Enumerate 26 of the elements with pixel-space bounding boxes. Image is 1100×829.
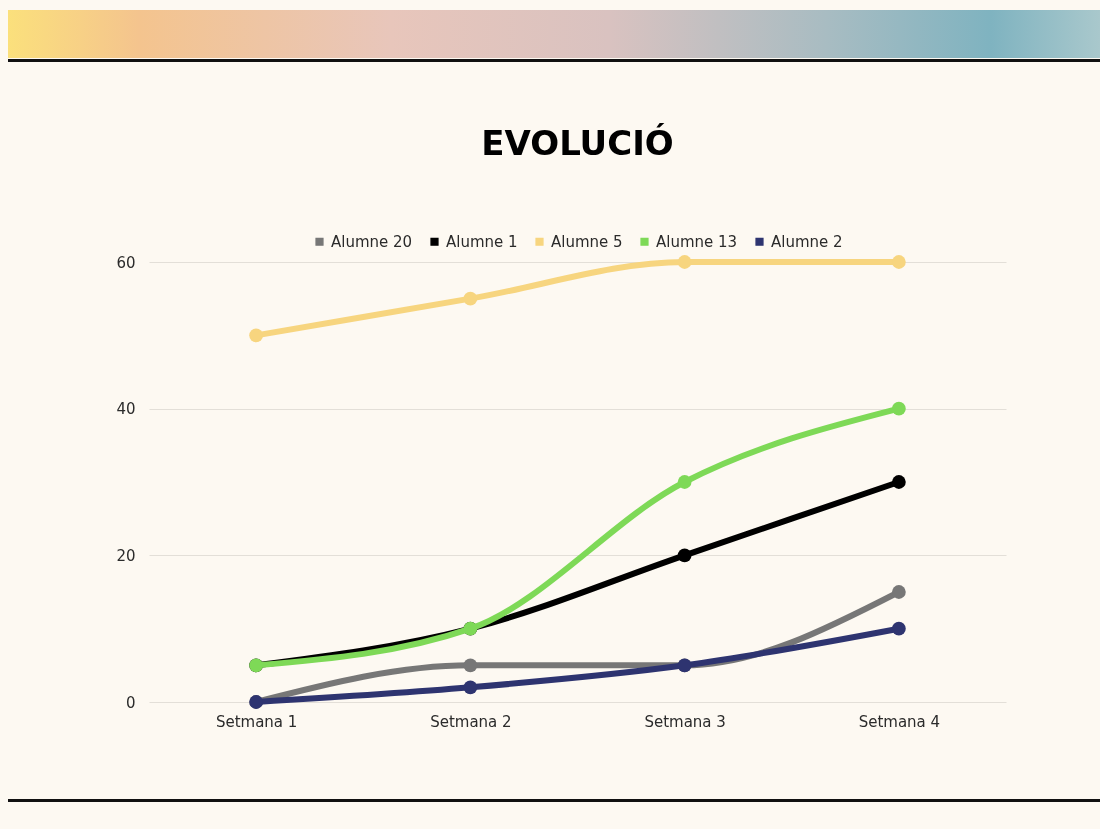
point	[891, 255, 906, 269]
point	[891, 475, 906, 489]
point	[891, 621, 906, 636]
x-tick-label: Setmana 1	[215, 712, 298, 731]
y-tick-label: 0	[125, 693, 136, 712]
x-tick-label: Setmana 3	[644, 712, 726, 731]
point	[677, 548, 692, 563]
point	[677, 255, 692, 269]
point	[249, 328, 264, 343]
y-tick-label: 60	[116, 253, 136, 272]
point	[891, 401, 906, 416]
legend-label: Alumne 13	[656, 232, 738, 251]
legend-label: Alumne 2	[771, 232, 843, 251]
legend-label: Alumne 5	[551, 232, 623, 251]
point	[463, 291, 478, 306]
point	[677, 475, 692, 489]
chart-title: EVOLUCIÓ	[481, 123, 674, 163]
x-tick-label: Setmana 4	[858, 712, 941, 731]
point	[891, 585, 906, 599]
point	[463, 658, 478, 673]
y-tick-label: 40	[116, 400, 136, 419]
legend-label: Alumne 20	[331, 232, 413, 251]
legend-label: Alumne 1	[446, 232, 518, 251]
y-tick-label: 20	[116, 546, 136, 565]
point	[463, 680, 478, 695]
x-tick-label: Setmana 2	[430, 712, 512, 731]
